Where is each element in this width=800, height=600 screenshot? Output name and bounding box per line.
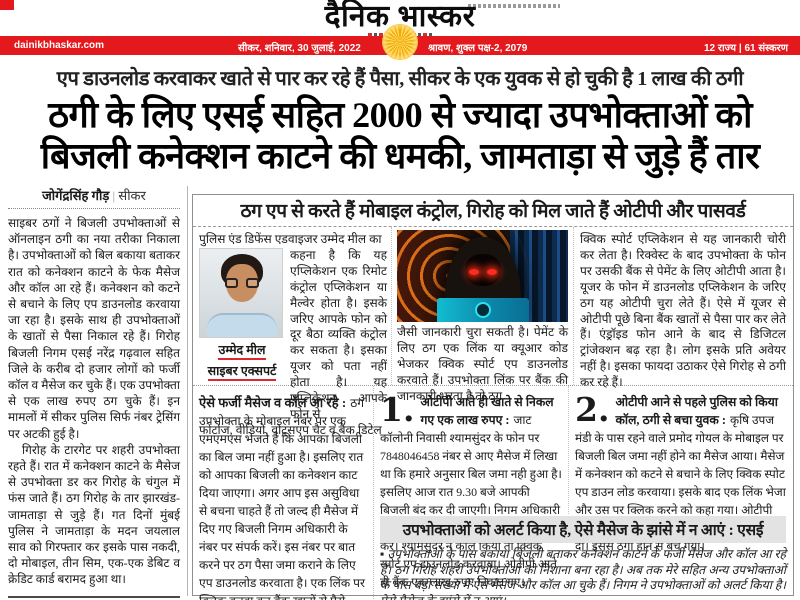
alert-quote: उपभोक्ताओं के पास बकाया बिजली बताकर कनेक… — [380, 547, 787, 600]
case-two-lead: ओटीपी आने से पहले पुलिस को किया कॉल, ठगी… — [615, 395, 778, 427]
glowing-eye-icon — [468, 269, 479, 275]
photo-face-shape — [226, 263, 258, 302]
bullet-icon: ▪ — [380, 547, 385, 561]
headline-line-2: बिजली कनेक्शन काटने की धमकी, जामताड़ा से… — [40, 136, 760, 176]
feature-middle-column: जैसी जानकारी चुरा सकती है। पेमेंट के लिए… — [391, 227, 573, 403]
feature-intro-column: पुलिस एंड डिफेंस एडवाइजर उम्मेद मील का उ… — [193, 227, 391, 437]
date-line: सीकर, शनिवार, 30 जुलाई, 2022 — [238, 43, 361, 54]
main-headline: ठगी के लिए एसई सहित 2000 से ज्यादा उपभोक… — [0, 95, 800, 177]
case-one-lead: ओटीपी आते ही खाते से निकल गए एक लाख रुपए… — [420, 395, 554, 427]
sun-icon — [383, 25, 417, 59]
article-paragraph: गिरोह के टारगेट पर शहरी उपभोक्ता रहते है… — [8, 442, 180, 587]
column-end-rule — [8, 595, 180, 598]
glasses-icon — [225, 277, 238, 288]
glasses-icon — [246, 277, 259, 288]
expert-role: साइबर एक्सपर्ट — [207, 364, 277, 381]
fake-message-lead: ऐसे फर्जी मैसेज व कॉल आ रहे : — [199, 395, 347, 410]
laptop-shape — [436, 298, 529, 322]
expert-photo — [199, 247, 283, 338]
intro-last-line: फोटोज, वीडियो, वाट्सएप चैट व बैंक डिटेल — [199, 422, 382, 437]
alert-band: उपभोक्ताओं को अलर्ट किया है, ऐसे मैसेज क… — [380, 516, 786, 600]
case-two-number: 2. — [575, 390, 610, 429]
feature-right-column: क्विक स्पोर्ट एप्लिकेशन से यह जानकारी चो… — [573, 227, 793, 389]
feature-top-row: पुलिस एंड डिफेंस एडवाइजर उम्मेद मील का उ… — [193, 227, 793, 437]
website-url: dainikbhaskar.com — [14, 40, 105, 51]
corner-red-box — [0, 0, 14, 10]
feature-box: ठग एप से करते हैं मोबाइल कंट्रोल, गिरोह … — [192, 194, 794, 600]
expert-name: उम्मेद मील — [218, 343, 266, 360]
byline-separator: | — [112, 188, 116, 203]
hacker-illustration — [397, 230, 568, 322]
headline-line-1: ठगी के लिए एसई सहित 2000 से ज्यादा उपभोक… — [48, 95, 752, 135]
lock-dial-icon — [474, 302, 491, 318]
cases-and-alert: 1. ओटीपी आते ही खाते से निकल गए एक लाख र… — [373, 386, 793, 600]
panchang-line: श्रावण, शुक्ल पक्ष-2, 2079 — [428, 43, 528, 54]
kicker-headline: एप डाउनलोड करवाकर खाते से पार कर रहे हैं… — [56, 68, 744, 90]
article-paragraph: साइबर ठगों ने बिजली उपभोक्ताओं से ऑनलाइन… — [8, 216, 180, 441]
masthead-fineprint — [468, 4, 560, 8]
fake-message-text: ठग उपभोक्ता के मोबाइल नंबर पर एक एमएमएस … — [199, 396, 365, 600]
middle-column-text: जैसी जानकारी चुरा सकती है। पेमेंट के लिए… — [397, 325, 568, 403]
byline-place: सीकर — [118, 188, 146, 203]
alert-text: ▪ उपभोक्ताओं के पास बकाया बिजली बताकर कन… — [380, 543, 786, 600]
case-two: 2. ओटीपी आने से पहले पुलिस को किया कॉल, … — [568, 386, 793, 553]
byline: जोगेंद्रसिंह गौड़ | सीकर — [8, 186, 180, 209]
left-article-column: जोगेंद्रसिंह गौड़ | सीकर साइबर ठगों ने ब… — [8, 186, 188, 598]
case-one-number: 1. — [380, 390, 415, 429]
photo-shirt-shape — [207, 312, 277, 337]
fake-message-column: ऐसे फर्जी मैसेज व कॉल आ रहे : ठग उपभोक्त… — [193, 386, 373, 600]
glowing-eye-icon — [486, 269, 497, 275]
feature-header: ठग एप से करते हैं मोबाइल कंट्रोल, गिरोह … — [193, 195, 793, 227]
intro-text-beside-photo: कहना है कि यह एप्लिकेशन एक रिमोट कंट्रोल… — [290, 247, 387, 421]
editions-info: 12 राज्य | 61 संस्करण — [703, 43, 788, 54]
intro-first-line: पुलिस एंड डिफेंस एडवाइजर उम्मेद मील का — [199, 232, 382, 246]
photo-caption: उम्मेद मील साइबर एक्सपर्ट — [199, 341, 285, 383]
byline-author: जोगेंद्रसिंह गौड़ — [42, 188, 110, 203]
expert-photo-block: उम्मेद मील साइबर एक्सपर्ट — [199, 247, 285, 423]
case-one: 1. ओटीपी आते ही खाते से निकल गए एक लाख र… — [374, 386, 568, 589]
alert-header: उपभोक्ताओं को अलर्ट किया है, ऐसे मैसेज क… — [380, 516, 786, 543]
feature-bottom-row: ऐसे फर्जी मैसेज व कॉल आ रहे : ठग उपभोक्त… — [193, 385, 793, 600]
